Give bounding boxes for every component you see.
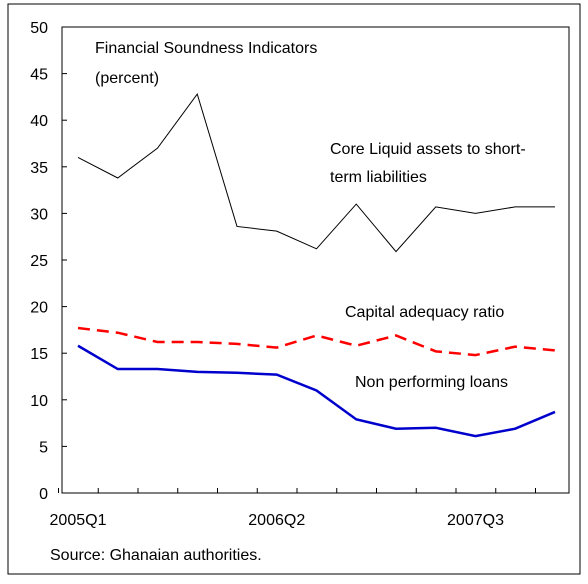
series-label: Capital adequacy ratio — [345, 304, 504, 321]
y-tick-label: 40 — [30, 113, 48, 130]
y-tick-label: 30 — [30, 206, 48, 223]
x-tick-label: 2005Q1 — [50, 512, 107, 529]
series-line — [77, 326, 556, 357]
chart-title: Financial Soundness Indicators — [95, 40, 317, 57]
y-tick-label: 25 — [30, 253, 48, 270]
y-tick-label: 0 — [39, 486, 48, 503]
x-tick-label: 2006Q2 — [248, 512, 305, 529]
series-label: Core Liquid assets to short- — [330, 141, 526, 158]
series-label: term liabilities — [330, 169, 427, 186]
chart-title: (percent) — [95, 70, 159, 87]
y-tick-label: 45 — [30, 67, 48, 84]
y-tick-label: 5 — [39, 439, 48, 456]
frame — [7, 3, 581, 575]
plot-area — [61, 26, 570, 494]
x-tick-label: 2007Q3 — [447, 512, 504, 529]
series-line — [77, 93, 555, 253]
y-tick-label: 20 — [30, 300, 48, 317]
y-tick-label: 50 — [30, 20, 48, 37]
y-tick-label: 15 — [30, 346, 48, 363]
source: Source: Ghanaian authorities. — [50, 547, 262, 564]
y-tick-label: 10 — [30, 393, 48, 410]
y-tick-label: 35 — [30, 160, 48, 177]
series-line — [77, 344, 556, 438]
series-label: Non performing loans — [355, 374, 508, 391]
